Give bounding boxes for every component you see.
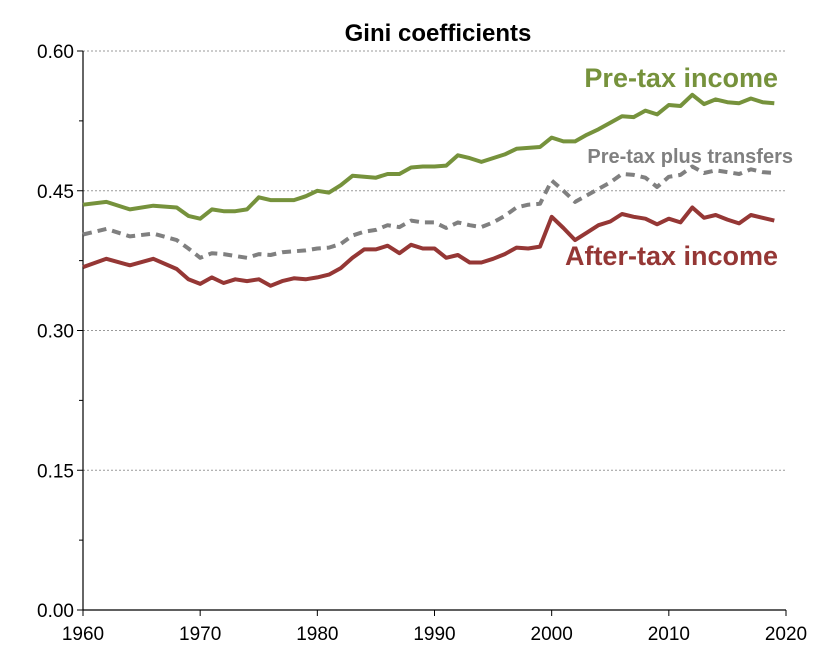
axes: 0.00 0.15 0.30 0.45 0.60 1960 1970 1980 1990 2000…: [37, 42, 807, 645]
series-line-pre-tax-plus-transfers: [82, 164, 775, 260]
x-tick-label: 2020: [765, 624, 807, 645]
grid-lines: [83, 50, 786, 471]
series-line-after-tax-income: [82, 205, 775, 288]
y-tick-label: 0.30: [37, 322, 74, 343]
x-tick-label: 1980: [296, 624, 338, 645]
y-tick-label: 0.60: [37, 42, 74, 63]
series-label-after-tax-income: After-tax income: [565, 241, 778, 271]
y-tick-label: 0.45: [37, 182, 74, 203]
x-tick-label: 1970: [179, 624, 221, 645]
series-label-pre-tax-income: Pre-tax income: [584, 63, 778, 93]
y-tick-label: 0.00: [37, 601, 74, 622]
series-labels: Pre-tax income Pre-tax plus transfers Af…: [565, 63, 793, 271]
series-line-pre-tax-income: [82, 92, 775, 221]
series-lines: [82, 92, 775, 288]
series-label-pre-tax-plus-transfers: Pre-tax plus transfers: [587, 146, 793, 168]
x-tick-label: 2000: [531, 624, 573, 645]
x-tick-label: 1960: [62, 624, 104, 645]
y-tick-label: 0.15: [37, 461, 74, 482]
x-tick-label: 1990: [413, 624, 455, 645]
chart-title: Gini coefficients: [345, 20, 532, 47]
x-tick-label: 2010: [648, 624, 690, 645]
